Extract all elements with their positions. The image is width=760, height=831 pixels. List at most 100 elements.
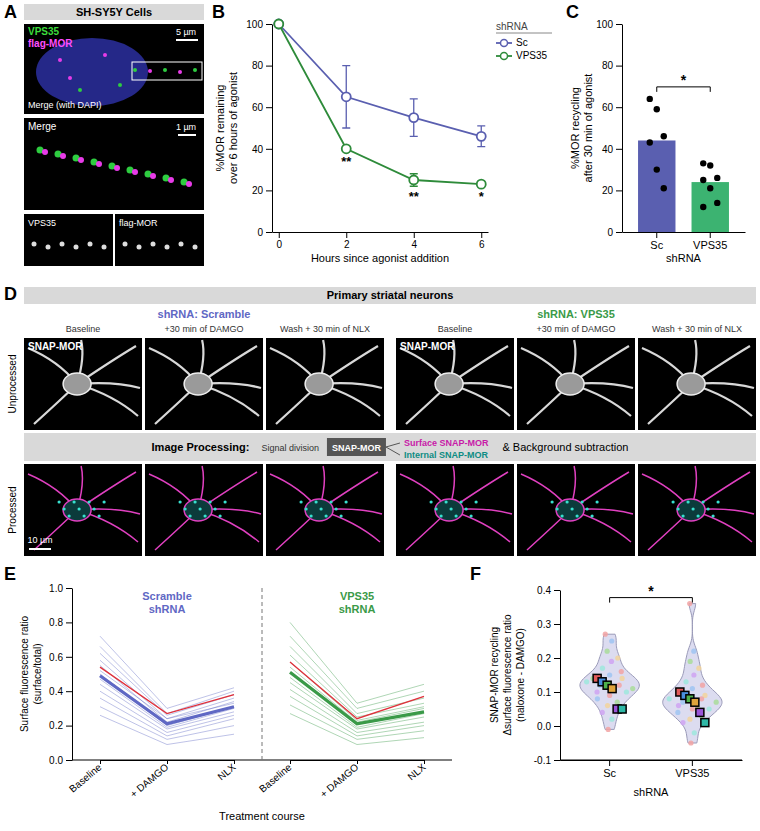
soma <box>677 499 705 521</box>
tick-mark <box>167 760 168 764</box>
cell-point <box>615 655 620 660</box>
cell-point <box>687 601 692 606</box>
internal-puncta <box>83 514 86 517</box>
marker <box>477 180 486 189</box>
tick-label: 100 <box>596 19 613 30</box>
tick: VPS35 <box>675 760 709 779</box>
replicate-mean <box>618 705 626 713</box>
cell-line <box>290 662 424 720</box>
internal-puncta <box>697 514 700 517</box>
internal-puncta <box>345 500 348 503</box>
scale-bar <box>29 548 51 550</box>
data-point <box>700 160 706 166</box>
tick-mark <box>710 232 711 238</box>
cell-point <box>699 696 704 701</box>
cell-point <box>605 703 610 708</box>
tick: + DAMGO <box>128 760 171 800</box>
tick-label: VPS35 <box>693 239 727 251</box>
decor-dot <box>163 68 167 72</box>
cell-point <box>617 683 622 688</box>
tick-label: 0.3 <box>537 619 551 630</box>
label: Signal division <box>261 443 319 453</box>
micrograph <box>396 338 514 430</box>
group-title: ScrambleshRNA <box>142 590 192 615</box>
decor-dot <box>150 173 156 179</box>
cell-line <box>290 636 424 708</box>
tick: 0.0 <box>537 721 560 732</box>
tick: Baseline <box>67 760 104 795</box>
data-point <box>654 106 660 112</box>
label: %MOR recycling <box>569 87 581 169</box>
tick-label: VPS35 <box>675 767 709 779</box>
tick-mark <box>554 760 560 761</box>
cell-line <box>290 622 424 703</box>
cell-point <box>692 730 697 735</box>
internal-puncta <box>571 507 574 510</box>
decor-dot <box>151 242 156 247</box>
cell-point <box>714 700 719 705</box>
panel-a: SH-SY5Y CellsVPS35flag-MORMerge (with DA… <box>24 4 204 266</box>
internal-puncta <box>435 507 438 510</box>
soma <box>305 499 333 521</box>
internal-puncta <box>179 500 182 503</box>
marker <box>274 20 283 29</box>
label: after 30 min of agonist <box>582 74 594 183</box>
micrograph <box>396 464 514 556</box>
tick-mark <box>266 107 272 108</box>
mean-line <box>290 672 424 724</box>
internal-puncta <box>581 500 584 503</box>
tick: Sc <box>650 232 663 251</box>
decor-dot <box>132 169 138 175</box>
internal-puncta <box>556 507 559 510</box>
internal-puncta <box>475 500 478 503</box>
cell-point <box>667 696 672 701</box>
internal-puncta <box>93 507 96 510</box>
micrograph <box>24 118 204 210</box>
tick: 40 <box>602 144 622 155</box>
internal-puncta <box>470 514 473 517</box>
internal-puncta <box>63 507 66 510</box>
tick: 2 <box>344 232 350 250</box>
series-line <box>279 24 482 184</box>
tick-mark <box>554 692 560 693</box>
internal-puncta <box>340 514 343 517</box>
tick-label: NLX <box>216 761 238 782</box>
internal-puncta <box>224 500 227 503</box>
internal-puncta <box>596 500 599 503</box>
data-point <box>714 175 720 181</box>
tick-label: 60 <box>252 102 264 113</box>
x-axis-baseline <box>560 760 742 761</box>
cell-point <box>624 689 629 694</box>
micrograph <box>266 464 384 556</box>
tick-label: 20 <box>252 185 264 196</box>
data-point <box>647 96 653 102</box>
label: SH-SY5Y Cells <box>76 6 152 18</box>
label: shRNA <box>666 252 702 264</box>
decor-dot <box>165 245 170 250</box>
tick-label: 4 <box>411 239 417 250</box>
tick: 0.3 <box>537 619 560 630</box>
tick: 0.1 <box>537 687 560 698</box>
mean-line <box>100 676 234 724</box>
label: shRNA: Scramble <box>158 308 251 320</box>
tick-label: 20 <box>602 185 614 196</box>
x-axis-line <box>273 232 489 233</box>
tick-mark <box>692 760 693 766</box>
dendrite <box>527 510 570 550</box>
label: SNAP-MOR <box>28 341 83 352</box>
label: 5 µm <box>176 27 196 37</box>
internal-puncta <box>717 500 720 503</box>
label: VPS35 <box>28 26 60 37</box>
tick-label: 40 <box>602 144 614 155</box>
data-point <box>654 166 660 172</box>
tick: 1.0 <box>49 583 72 594</box>
decor-dot <box>74 245 79 250</box>
tick-mark <box>554 726 560 727</box>
y-axis: 020406080100 <box>596 19 622 238</box>
cell-line <box>100 653 234 715</box>
tick-mark <box>279 232 280 238</box>
y-axis-line <box>72 589 73 761</box>
data-point <box>707 185 713 191</box>
tick: 0.0 <box>49 755 72 766</box>
tick-label: 100 <box>246 19 263 30</box>
